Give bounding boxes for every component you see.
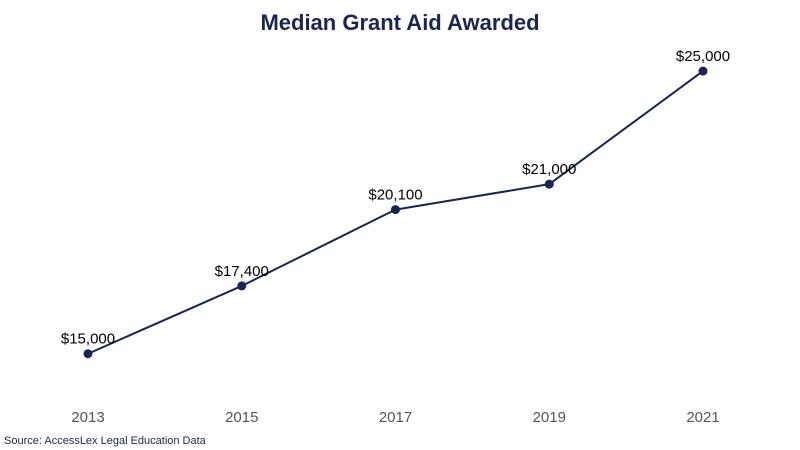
data-label: $25,000 <box>676 48 730 65</box>
data-label-layer: $15,000 $17,400 $20,100 $21,000 $25,000 <box>61 48 730 348</box>
x-tick-label: 2019 <box>533 409 566 426</box>
x-axis-ticks: 2013 2015 2017 2019 2021 <box>71 409 719 426</box>
marker-layer <box>83 66 708 359</box>
data-point <box>237 281 247 291</box>
data-label: $17,400 <box>215 263 269 280</box>
data-point <box>391 205 400 215</box>
data-point <box>83 349 93 359</box>
chart-title: Median Grant Aid Awarded <box>260 10 540 35</box>
x-tick-label: 2013 <box>71 409 104 426</box>
x-tick-label: 2021 <box>686 409 719 426</box>
data-label: $21,000 <box>522 161 576 178</box>
data-point <box>698 66 708 76</box>
x-tick-label: 2017 <box>379 409 412 426</box>
source-note: Source: AccessLex Legal Education Data <box>4 435 206 447</box>
data-label: $15,000 <box>61 331 115 348</box>
data-point <box>544 179 554 189</box>
x-tick-label: 2015 <box>225 409 258 426</box>
data-label: $20,100 <box>368 187 422 204</box>
